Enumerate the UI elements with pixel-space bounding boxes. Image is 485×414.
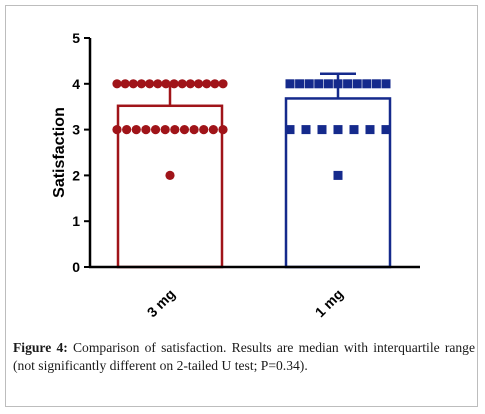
data-point	[189, 125, 199, 135]
figure-label: Figure 4:	[13, 340, 68, 355]
figure-caption: Figure 4: Comparison of satisfaction. Re…	[13, 339, 475, 375]
data-point	[304, 79, 314, 89]
data-point	[128, 79, 138, 89]
data-point	[371, 79, 381, 89]
data-point	[208, 125, 218, 135]
data-point	[218, 79, 228, 89]
data-point	[362, 79, 372, 89]
data-point	[120, 79, 130, 89]
y-tick-label: 5	[72, 30, 80, 46]
data-point	[165, 170, 175, 180]
data-point	[323, 79, 333, 89]
y-tick-label: 1	[72, 213, 80, 229]
data-point	[153, 79, 163, 89]
y-tick-label: 2	[72, 167, 80, 183]
data-point	[285, 125, 295, 135]
data-point	[343, 79, 353, 89]
data-point	[131, 125, 141, 135]
data-point	[145, 79, 155, 89]
data-point	[112, 79, 122, 89]
y-axis-label: Satisfaction	[51, 107, 68, 198]
data-point	[193, 79, 204, 89]
data-point	[218, 125, 228, 135]
x-tick-label: 1 mg	[312, 286, 346, 320]
data-point	[381, 79, 391, 89]
data-point	[161, 79, 171, 89]
data-point	[295, 79, 305, 89]
data-point	[365, 125, 375, 135]
data-point	[170, 125, 180, 135]
data-point	[199, 125, 209, 135]
data-point	[333, 170, 343, 180]
caption-text: Comparison of satisfaction. Results are …	[13, 340, 476, 373]
x-tick-label: 3 mg	[144, 286, 178, 320]
figure-frame	[5, 5, 478, 407]
data-point	[202, 79, 212, 89]
bar	[284, 97, 392, 269]
y-tick-label: 3	[72, 122, 80, 138]
data-point	[141, 125, 151, 135]
data-point	[349, 125, 359, 135]
data-point	[333, 125, 343, 135]
data-point	[210, 79, 220, 89]
data-point	[177, 79, 187, 89]
data-point	[301, 125, 311, 135]
data-point	[185, 79, 195, 89]
data-point	[285, 79, 295, 89]
data-point	[136, 79, 147, 89]
y-tick-label: 0	[72, 259, 80, 275]
data-point	[352, 79, 362, 89]
data-point	[150, 125, 161, 135]
data-point	[179, 125, 190, 135]
y-tick-label: 4	[72, 76, 80, 92]
data-point	[169, 79, 179, 89]
satisfaction-chart: 0 1 2 3 4 5 Satisfaction 3 mg 1 mg	[51, 30, 420, 320]
data-point	[314, 79, 324, 89]
data-point	[112, 125, 122, 135]
data-point	[381, 125, 391, 135]
data-point	[317, 125, 327, 135]
data-point	[122, 125, 132, 135]
data-point	[333, 79, 343, 89]
data-point	[160, 125, 170, 135]
